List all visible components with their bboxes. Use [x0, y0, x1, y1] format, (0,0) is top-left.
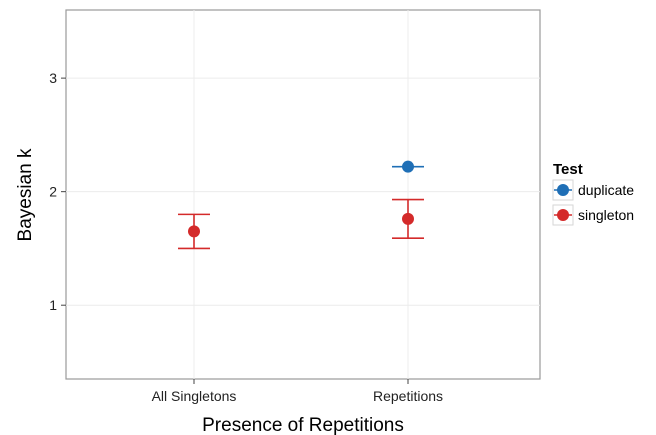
data-point-group	[178, 213, 210, 250]
y-tick-label: 2	[49, 184, 57, 200]
data-point-group	[392, 198, 424, 240]
legend-key-point	[557, 209, 569, 221]
legend: Test duplicate singleton	[552, 161, 634, 226]
x-tick-label: Repetitions	[373, 388, 443, 404]
legend-label: duplicate	[578, 182, 634, 198]
grid	[66, 10, 540, 379]
legend-item: singleton	[552, 204, 634, 226]
legend-label: singleton	[578, 207, 634, 223]
axes: 1 2 3 All Singletons Repetitions	[49, 70, 443, 404]
legend-title: Test	[553, 161, 583, 178]
data-point	[402, 160, 414, 173]
plot-panel	[65, 9, 541, 380]
legend-item: duplicate	[552, 179, 634, 201]
data-point-group	[392, 160, 424, 173]
data-point	[402, 212, 414, 225]
y-tick-label: 3	[49, 70, 57, 86]
legend-items: duplicate singleton	[552, 179, 634, 226]
x-axis-title: Presence of Repetitions	[202, 415, 404, 435]
legend-key-point	[557, 184, 569, 196]
data-marks	[178, 160, 424, 250]
y-tick-label: 1	[49, 297, 57, 313]
x-tick-label: All Singletons	[152, 388, 237, 404]
y-axis-title: Bayesian k	[15, 148, 36, 241]
data-point	[188, 225, 200, 238]
